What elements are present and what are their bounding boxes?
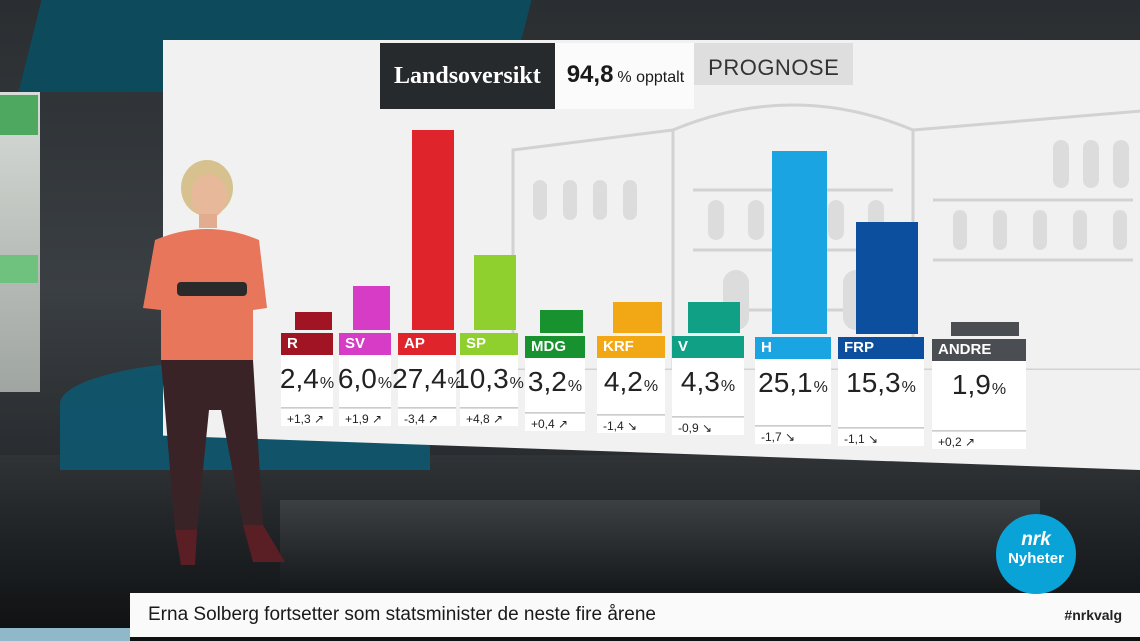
logo-top-text: nrk: [1021, 529, 1051, 550]
chart-title: Landsoversikt: [380, 43, 555, 109]
floor-reflection: [280, 500, 1040, 590]
count-label: % opptalt: [617, 69, 685, 86]
nrk-nyheter-logo: nrk Nyheter: [996, 514, 1076, 594]
news-headline: Erna Solberg fortsetter som statsministe…: [148, 604, 656, 625]
presenter-figure: [143, 160, 285, 565]
status-badge: PROGNOSE: [694, 43, 854, 85]
count-indicator: 94,8 % opptalt: [554, 43, 695, 109]
hashtag: #nrkvalg: [1064, 607, 1122, 623]
count-value: 94,8: [566, 61, 614, 88]
side-panel-accent: [0, 95, 38, 135]
side-panel-accent-lower: [0, 255, 38, 283]
lower-third-accent: [0, 628, 130, 641]
parliament-building-illustration: [511, 103, 1140, 370]
logo-bottom-text: Nyheter: [1008, 550, 1064, 567]
side-panel: [0, 92, 40, 392]
chart-header: Landsoversikt 94,8 % opptalt PROGNOSE: [380, 43, 854, 109]
lower-third: Erna Solberg fortsetter som statsministe…: [130, 593, 1140, 637]
